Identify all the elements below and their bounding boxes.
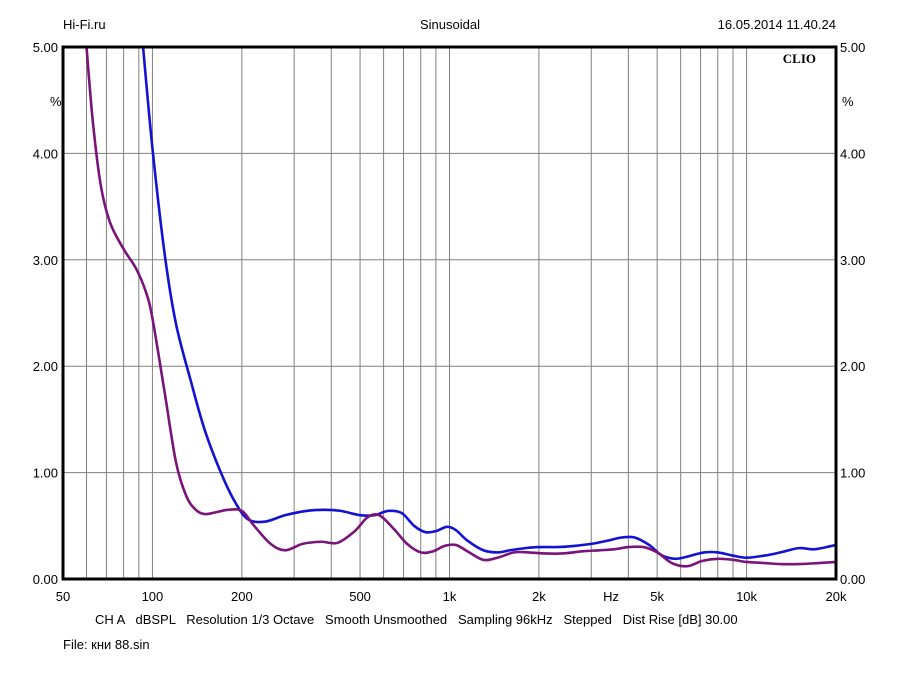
- y-tick-labels: 0.00 0.00 1.00 1.00 2.00 2.00 3.00 3.00 4.00 4.00…: [33, 40, 866, 587]
- x-tick-label: 2k: [532, 589, 546, 604]
- x-tick-label: 100: [142, 589, 164, 604]
- header-left: Hi-Fi.ru: [63, 17, 106, 32]
- series-line-purple: [85, 47, 836, 568]
- y-unit-left: %: [50, 94, 62, 109]
- x-tick-label: 50: [56, 589, 70, 604]
- y-tick-label-left: 3.00: [33, 253, 58, 268]
- y-tick-label-left: 0.00: [33, 572, 58, 587]
- measurement-settings: CH A dBSPL Resolution 1/3 Octave Smooth …: [95, 612, 738, 627]
- y-tick-label-right: 3.00: [840, 253, 865, 268]
- series-group: [85, 47, 836, 568]
- y-tick-label-right: 0.00: [840, 572, 865, 587]
- x-tick-label: 1k: [443, 589, 457, 604]
- y-tick-label-left: 5.00: [33, 40, 58, 55]
- chart-title: Sinusoidal: [420, 17, 480, 32]
- header-timestamp: 16.05.2014 11.40.24: [718, 17, 836, 32]
- y-tick-label-left: 1.00: [33, 466, 58, 481]
- x-tick-label: 10k: [736, 589, 757, 604]
- y-tick-label-right: 5.00: [840, 40, 865, 55]
- y-tick-label-right: 2.00: [840, 359, 865, 374]
- x-tick-label: 500: [349, 589, 371, 604]
- series-line-blue: [141, 47, 836, 561]
- y-tick-label-right: 4.00: [840, 146, 865, 161]
- y-tick-label-left: 4.00: [33, 146, 58, 161]
- x-tick-label: 5k: [650, 589, 664, 604]
- y-tick-label-right: 1.00: [840, 466, 865, 481]
- x-tick-label: 200: [231, 589, 253, 604]
- x-tick-label: 20k: [826, 589, 847, 604]
- y-tick-label-left: 2.00: [33, 359, 58, 374]
- grid: [63, 46, 836, 580]
- x-tick-label: Hz: [603, 589, 619, 604]
- file-name: File: кни 88.sin: [63, 637, 150, 652]
- y-unit-right: %: [842, 94, 854, 109]
- clio-logo: CLIO: [783, 51, 816, 66]
- plot-frame: [61, 45, 838, 581]
- x-tick-labels: 50 100 200 500 1k 2k Hz 5k 10k 20k: [56, 589, 847, 604]
